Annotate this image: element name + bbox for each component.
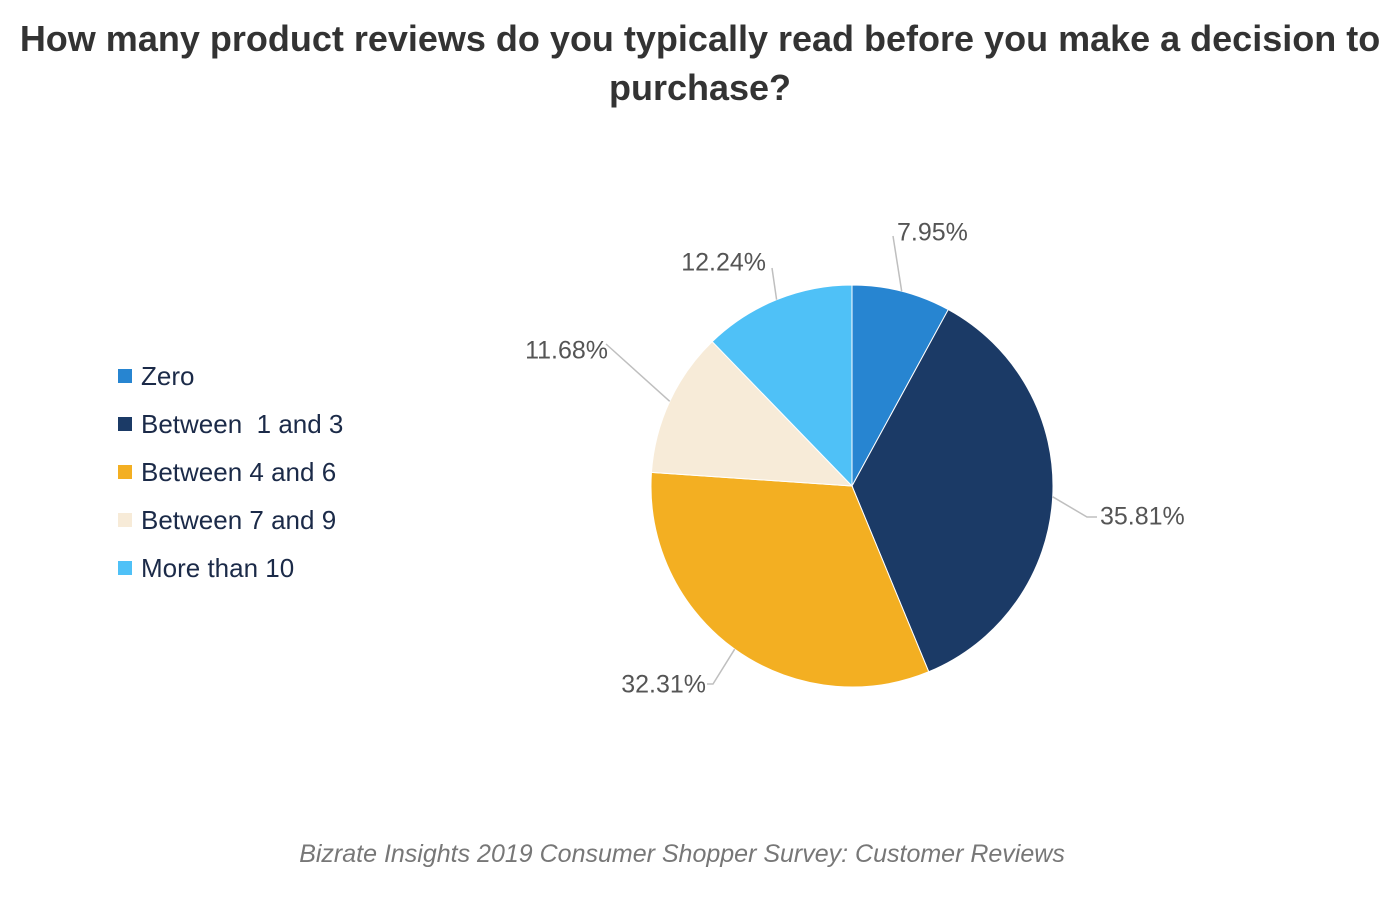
leader-line-4-to-6: [707, 648, 736, 685]
legend-label-7-to-9: Between 7 and 9: [141, 504, 337, 535]
legend-item-more-than-10: More than 10: [118, 544, 343, 592]
legend-item-7-to-9: Between 7 and 9: [118, 496, 343, 544]
pie-slice-7-to-9: [650, 340, 854, 487]
legend-swatch-4-to-6: [118, 465, 132, 479]
legend-swatch-more-than-10: [118, 561, 132, 575]
data-label-more-than-10: 12.24%: [681, 249, 766, 277]
pie-slice-1-to-3: [851, 308, 1054, 673]
legend-swatch-1-to-3: [118, 417, 132, 431]
data-label-4-to-6: 32.31%: [621, 671, 706, 699]
legend-label-1-to-3: Between 1 and 3: [141, 408, 344, 439]
legend-label-more-than-10: More than 10: [141, 552, 295, 583]
data-label-1-to-3: 35.81%: [1100, 503, 1185, 531]
legend-item-4-to-6: Between 4 and 6: [118, 448, 343, 496]
pie-slice-4-to-6: [650, 471, 930, 688]
legend: Zero Between 1 and 3 Between 4 and 6 Bet…: [118, 352, 343, 592]
pie-slice-zero: [851, 284, 949, 487]
data-label-zero: 7.95%: [897, 219, 968, 247]
leader-line-zero: [892, 235, 903, 292]
leader-line-7-to-9: [605, 343, 671, 402]
data-label-7-to-9: 11.68%: [525, 337, 608, 365]
legend-label-zero: Zero: [141, 360, 195, 391]
legend-item-1-to-3: Between 1 and 3: [118, 400, 343, 448]
legend-item-zero: Zero: [118, 352, 343, 400]
chart-title: How many product reviews do you typicall…: [19, 18, 1381, 108]
leader-line-more-than-10: [771, 267, 778, 300]
source-caption: Bizrate Insights 2019 Consumer Shopper S…: [299, 840, 1065, 868]
leader-line-1-to-3: [1052, 496, 1097, 518]
legend-swatch-zero: [118, 369, 132, 383]
legend-label-4-to-6: Between 4 and 6: [141, 456, 337, 487]
legend-swatch-7-to-9: [118, 513, 132, 527]
